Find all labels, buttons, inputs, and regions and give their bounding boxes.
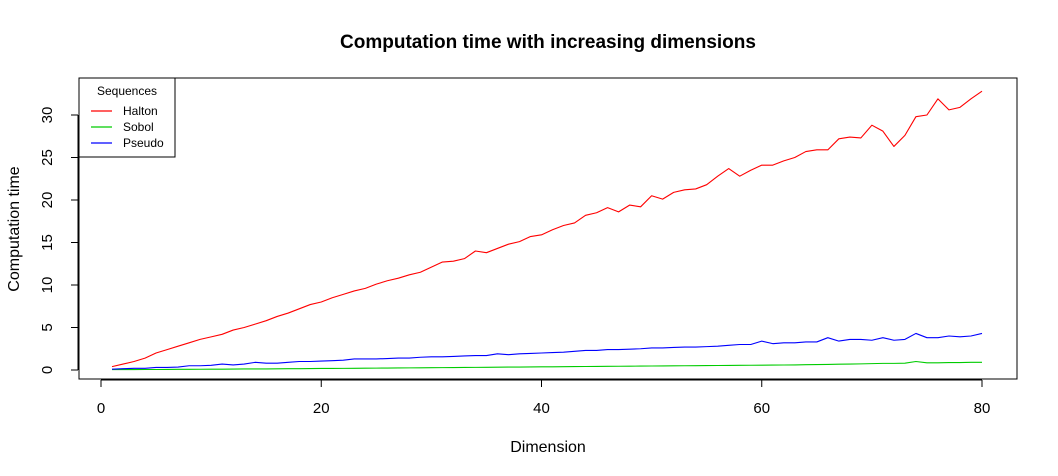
x-axis: 0 20 40 60 80 [97,379,991,417]
legend-label-pseudo: Pseudo [123,136,164,150]
x-tick-label: 20 [313,400,330,417]
chart-title: Computation time with increasing dimensi… [340,32,756,53]
series-layer [111,90,983,371]
legend-title: Sequences [97,84,157,98]
legend-label-sobol: Sobol [123,120,154,134]
legend-box [78,77,176,158]
y-tick-label: 30 [39,107,56,124]
legend: Sequences Halton Sobol Pseudo [78,77,176,158]
legend-entries: Halton Sobol Pseudo [91,104,164,150]
y-tick-label: 15 [39,234,56,251]
series-line-sobol [112,360,982,371]
y-axis: 0 5 10 15 20 25 30 [39,107,79,374]
x-tick-label: 0 [97,400,105,417]
x-axis-label: Dimension [510,439,586,456]
x-tick-label: 60 [753,400,770,417]
x-tick-label: 80 [974,400,991,417]
legend-label-halton: Halton [123,104,158,118]
y-tick-label: 25 [39,149,56,166]
x-tick-label: 40 [533,400,550,417]
series-line-pseudo [111,332,983,370]
plot-frame [78,77,1018,380]
y-tick-label: 5 [39,323,56,331]
y-tick-label: 20 [39,192,56,209]
y-tick-label: 0 [39,366,56,374]
y-axis-label: Computation time [6,166,23,291]
series-line-halton [111,90,983,368]
y-tick-label: 10 [39,277,56,294]
